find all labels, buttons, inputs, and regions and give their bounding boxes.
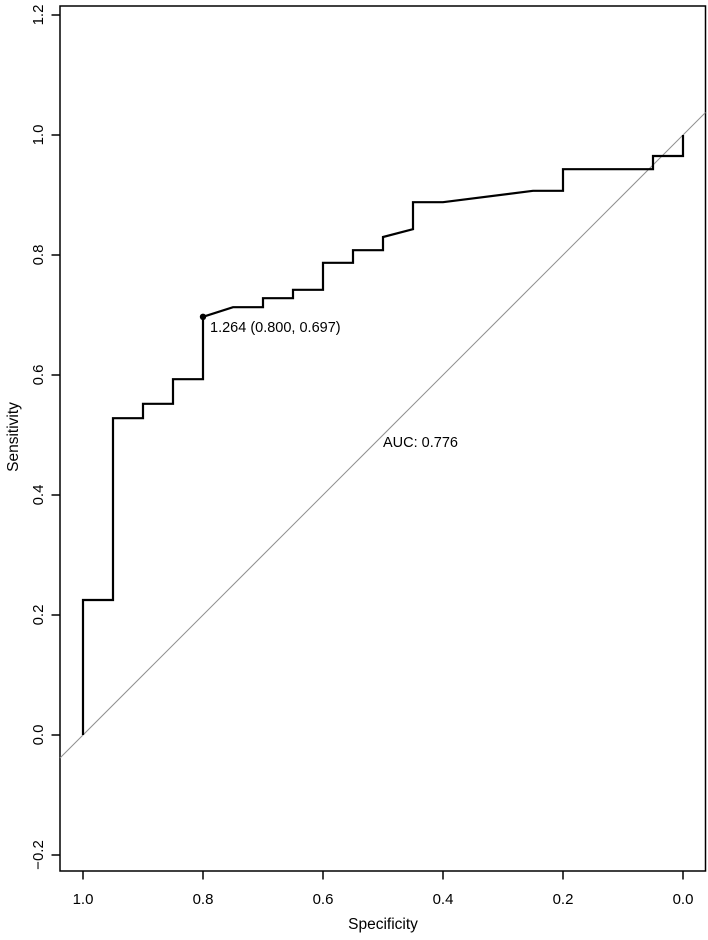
y-tick-label: 0.2 bbox=[30, 605, 47, 626]
x-tick-label: 0.8 bbox=[193, 891, 214, 908]
roc-curve-line bbox=[81, 135, 685, 735]
x-tick-label: 0.4 bbox=[433, 891, 454, 908]
x-tick-label: 0.0 bbox=[673, 891, 694, 908]
threshold-point-label: 1.264 (0.800, 0.697) bbox=[210, 320, 341, 336]
x-tick-label: 0.6 bbox=[313, 891, 334, 908]
y-tick-label: 1.2 bbox=[30, 5, 47, 26]
x-axis-title: Specificity bbox=[348, 916, 418, 933]
x-tick-label: 1.0 bbox=[73, 891, 94, 908]
y-tick-label: 1.0 bbox=[30, 125, 47, 146]
y-tick-label: 0.0 bbox=[30, 725, 47, 746]
y-tick-label: 0.8 bbox=[30, 245, 47, 266]
threshold-point-marker bbox=[199, 313, 207, 320]
y-tick-label: 0.4 bbox=[30, 485, 47, 506]
y-axis-title: Sensitivity bbox=[5, 402, 22, 472]
y-tick-label: 0.6 bbox=[30, 365, 47, 386]
x-tick-label: 0.2 bbox=[553, 891, 574, 908]
auc-label: AUC: 0.776 bbox=[383, 435, 458, 451]
plot-box bbox=[59, 5, 707, 872]
reference-diagonal-line bbox=[59, 112, 706, 759]
y-tick-label: −0.2 bbox=[30, 840, 47, 870]
